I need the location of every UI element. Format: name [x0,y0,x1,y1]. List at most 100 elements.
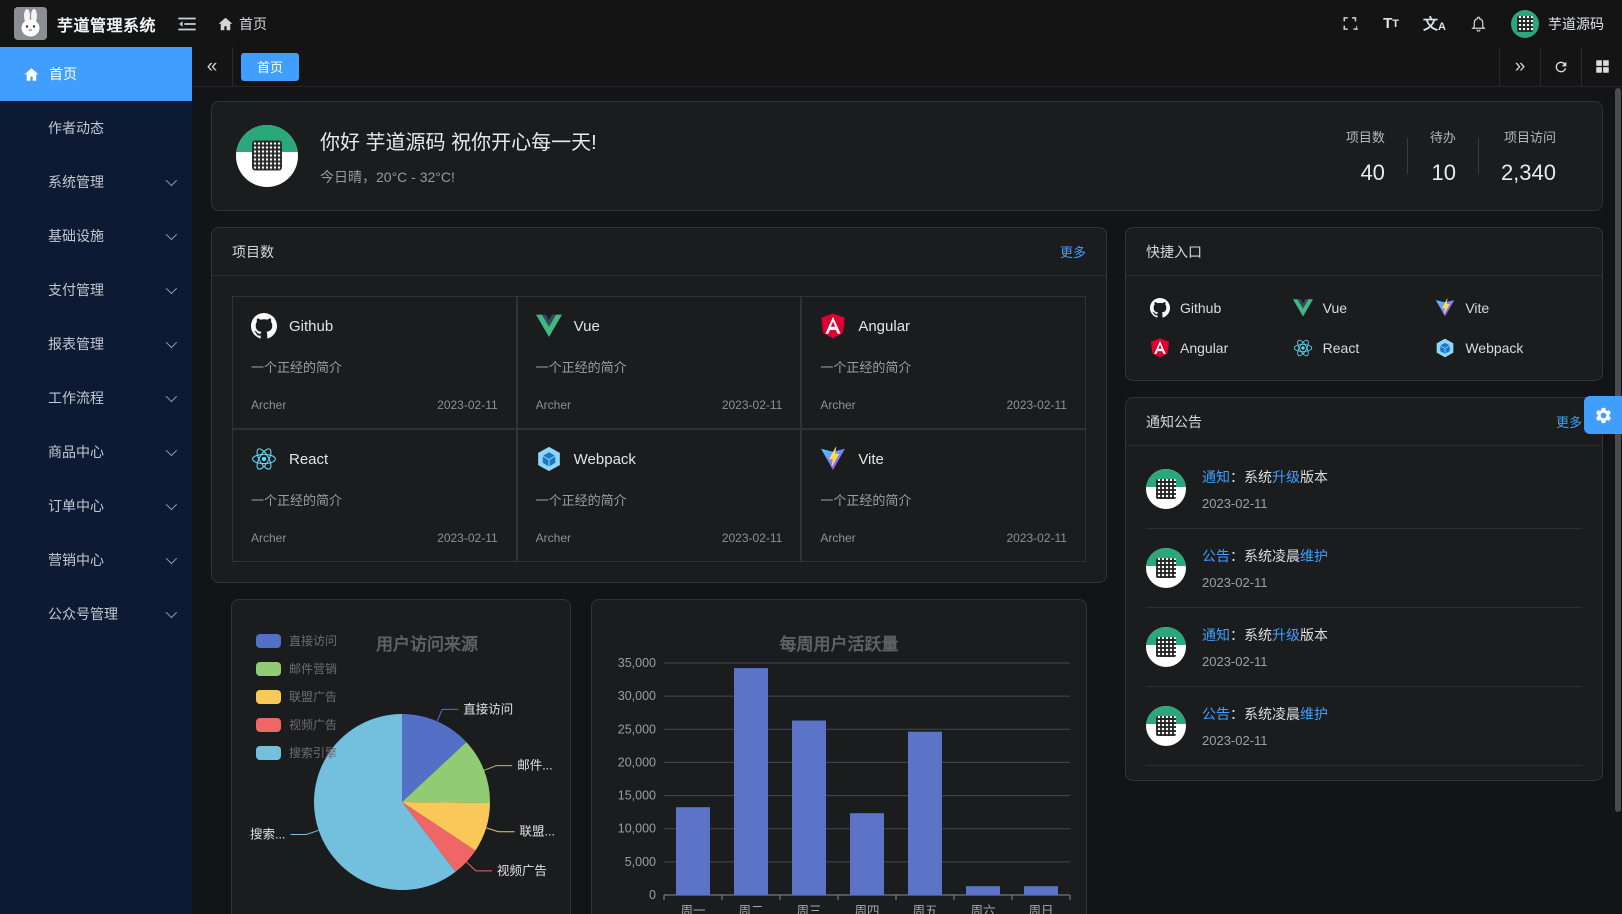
notice-title: 通知：系统升级版本 [1202,469,1328,485]
project-name: Vue [573,317,600,335]
layout-grid-icon[interactable] [1581,47,1622,86]
sidebar-item-6[interactable]: 工作流程 [0,371,192,425]
pie-label: 邮件... [517,759,552,773]
shortcut-github[interactable]: Github [1150,298,1293,318]
notice-date: 2023-02-11 [1202,575,1268,590]
bar-周二 [734,668,768,895]
sidebar-item-1[interactable]: 作者动态 [0,101,192,155]
pie-slice-2 [402,802,490,851]
notice-title: 公告：系统凌晨维护 [1202,548,1328,564]
project-card-top: Vue [535,313,783,339]
bar-周三 [792,720,826,895]
shortcut-webpack[interactable]: Webpack [1435,338,1578,358]
notice-item-0[interactable]: 通知：系统升级版本 2023-02-11 [1146,450,1582,529]
page-scrollbar [1615,86,1621,914]
chevron-down-icon [165,390,178,403]
shortcut-label: React [1322,340,1360,356]
project-date: 2023-02-11 [437,531,498,545]
project-card-top: React [251,446,498,472]
menu-fold-icon[interactable] [178,16,196,32]
project-author: Archer [251,531,287,545]
tabs-scroll-right-icon[interactable]: » [1499,47,1540,86]
sidebar-item-9[interactable]: 营销中心 [0,533,192,587]
scrollbar-thumb[interactable] [1615,88,1621,812]
gear-icon [1595,407,1611,423]
notice-text: 通知：系统升级版本 2023-02-11 [1202,625,1582,669]
github-icon [251,313,277,339]
breadcrumb[interactable]: 首页 [218,14,267,34]
project-name: Vite [858,450,884,468]
pie-slice-0 [402,714,467,802]
stat-projects: 项目数 40 [1345,129,1385,185]
project-card-github[interactable]: Github 一个正经的简介 Archer 2023-02-11 [232,296,517,429]
sidebar-item-8[interactable]: 订单中心 [0,479,192,533]
tabs: 首页 [233,47,1499,86]
vite-icon [1436,298,1455,317]
shortcuts-card-header: 快捷入口 [1126,228,1602,276]
bar-周日 [1024,886,1058,895]
tab-home[interactable]: 首页 [241,52,300,81]
vite-icon [821,446,846,470]
welcome-avatar [236,125,298,187]
sidebar-item-4[interactable]: 支付管理 [0,263,192,317]
sidebar-item-label: 公众号管理 [48,606,118,622]
shortcut-angular[interactable]: Angular [1150,338,1293,358]
legend-label: 直接访问 [289,634,338,648]
project-card-angular[interactable]: Angular 一个正经的简介 Archer 2023-02-11 [801,296,1086,429]
shortcut-vite[interactable]: Vite [1435,298,1578,318]
tabs-scroll-left-icon[interactable]: « [192,47,233,86]
shortcut-react[interactable]: React [1293,338,1436,358]
y-tick-label: 5,000 [625,855,656,869]
y-tick-label: 0 [649,888,656,902]
angular-icon [1151,338,1169,358]
react-icon [1293,339,1312,357]
sidebar-item-5[interactable]: 报表管理 [0,317,192,371]
projects-more-link[interactable]: 更多 [1059,245,1086,260]
bell-icon[interactable] [1470,15,1487,33]
notice-item-3[interactable]: 公告：系统凌晨维护 2023-02-11 [1146,687,1582,766]
sidebar-item-3[interactable]: 基础设施 [0,209,192,263]
refresh-icon[interactable] [1540,47,1581,86]
legend-swatch [256,689,281,704]
x-tick-label: 周日 [1028,904,1053,914]
legend-item-1[interactable]: 邮件营销 [256,660,337,677]
notice-item-1[interactable]: 公告：系统凌晨维护 2023-02-11 [1146,529,1582,608]
legend-item-0[interactable]: 直接访问 [256,632,337,649]
sidebar-item-label: 系统管理 [48,174,104,190]
project-card-vite[interactable]: Vite 一个正经的简介 Archer 2023-02-11 [801,429,1086,562]
vue-icon [1292,299,1313,317]
main-content: 你好 芋道源码 祝你开心每一天! 今日晴，20°C - 32°C! 项目数 40… [192,86,1622,914]
shortcut-vue[interactable]: Vue [1292,298,1436,318]
sidebar-item-7[interactable]: 商品中心 [0,425,192,479]
legend-label: 搜索引擎 [289,746,338,760]
projects-grid: Github 一个正经的简介 Archer 2023-02-11 Vue 一个正经的简介 A… [212,276,1106,582]
project-name: Webpack [573,450,636,468]
theme-settings-button[interactable] [1584,396,1622,434]
project-card-webpack[interactable]: Webpack 一个正经的简介 Archer 2023-02-11 [516,429,802,562]
legend-item-4[interactable]: 搜索引擎 [256,744,337,761]
sidebar-item-0[interactable]: 首页 [0,47,192,101]
project-card-top: Webpack [536,446,783,472]
user-menu[interactable]: 芋道源码 [1511,9,1604,38]
sidebar-item-10[interactable]: 公众号管理 [0,587,192,641]
notices-more-link[interactable]: 更多 [1555,415,1582,430]
projects-card-header: 项目数 更多 [212,228,1106,276]
legend-item-3[interactable]: 视频广告 [256,716,337,733]
fullscreen-icon[interactable] [1342,15,1359,32]
react-icon [252,448,276,470]
notice-text: 通知：系统升级版本 2023-02-11 [1202,467,1582,511]
legend-item-2[interactable]: 联盟广告 [256,688,337,705]
app-logo [14,7,47,40]
pie-chart-card: 用户访问来源 直接访问 邮件营销 联盟广告 视频广告 搜索引擎 直接访问 邮件... 联盟.… [231,599,571,914]
chevron-down-icon [165,606,178,619]
project-author: Archer [820,531,856,545]
project-footer: Archer 2023-02-11 [820,398,1067,412]
project-card-vue[interactable]: Vue 一个正经的简介 Archer 2023-02-11 [516,296,802,429]
sidebar-item-2[interactable]: 系统管理 [0,155,192,209]
x-tick-label: 周三 [796,904,821,914]
project-card-react[interactable]: React 一个正经的简介 Archer 2023-02-11 [232,429,517,562]
rabbit-logo-icon [14,7,47,40]
notice-item-2[interactable]: 通知：系统升级版本 2023-02-11 [1146,608,1582,687]
